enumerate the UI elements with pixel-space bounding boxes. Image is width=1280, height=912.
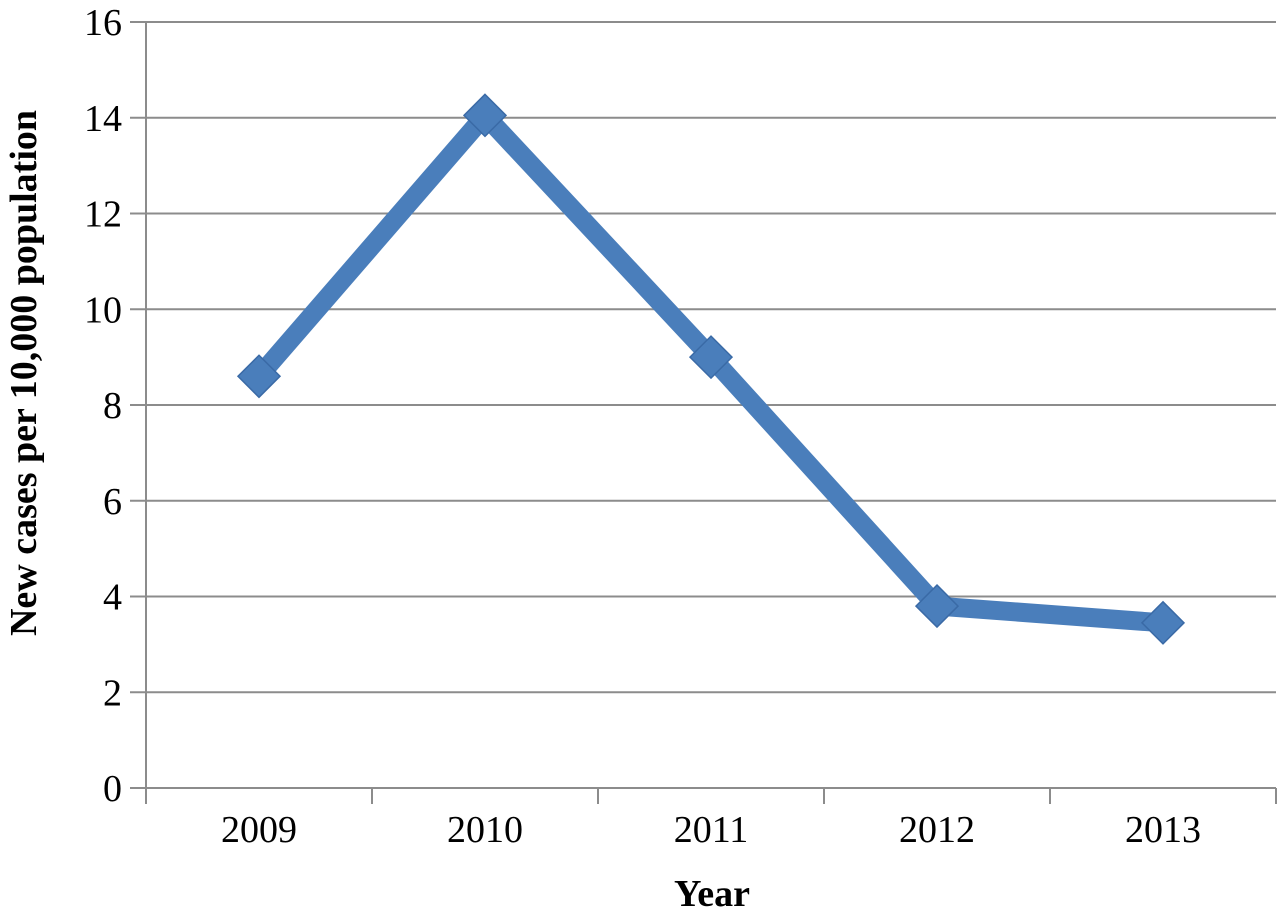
data-point-2012 — [914, 584, 960, 629]
y-tick-label: 16 — [84, 2, 122, 44]
y-axis-title: New cases per 10,000 population — [3, 110, 45, 636]
y-tick-label: 14 — [84, 98, 122, 140]
data-point-2013 — [1140, 600, 1186, 645]
y-tick-label: 6 — [103, 481, 122, 523]
x-tick-label: 2011 — [674, 809, 749, 851]
y-tick-label: 2 — [103, 672, 122, 714]
y-tick-label: 12 — [84, 194, 122, 236]
x-tick-label: 2012 — [899, 809, 975, 851]
x-axis-title: Year — [674, 873, 750, 912]
x-tick-label: 2013 — [1125, 809, 1201, 851]
data-point-2011 — [688, 335, 734, 380]
y-tick-labels: 0 2 4 6 8 10 12 14 16 — [84, 2, 122, 810]
y-tick-label: 4 — [103, 577, 122, 619]
x-tick-label: 2009 — [221, 809, 297, 851]
x-tick-labels: 2009 2010 2011 2012 2013 — [221, 809, 1201, 851]
y-tick-label: 0 — [103, 768, 122, 810]
data-point-2010 — [462, 93, 508, 138]
x-tick-label: 2010 — [447, 809, 523, 851]
gridlines — [146, 21, 1276, 694]
y-tick-label: 8 — [103, 385, 122, 427]
axes — [130, 21, 1277, 804]
data-series — [236, 93, 1186, 645]
data-point-2009 — [236, 354, 282, 399]
y-tick-label: 10 — [84, 289, 122, 331]
